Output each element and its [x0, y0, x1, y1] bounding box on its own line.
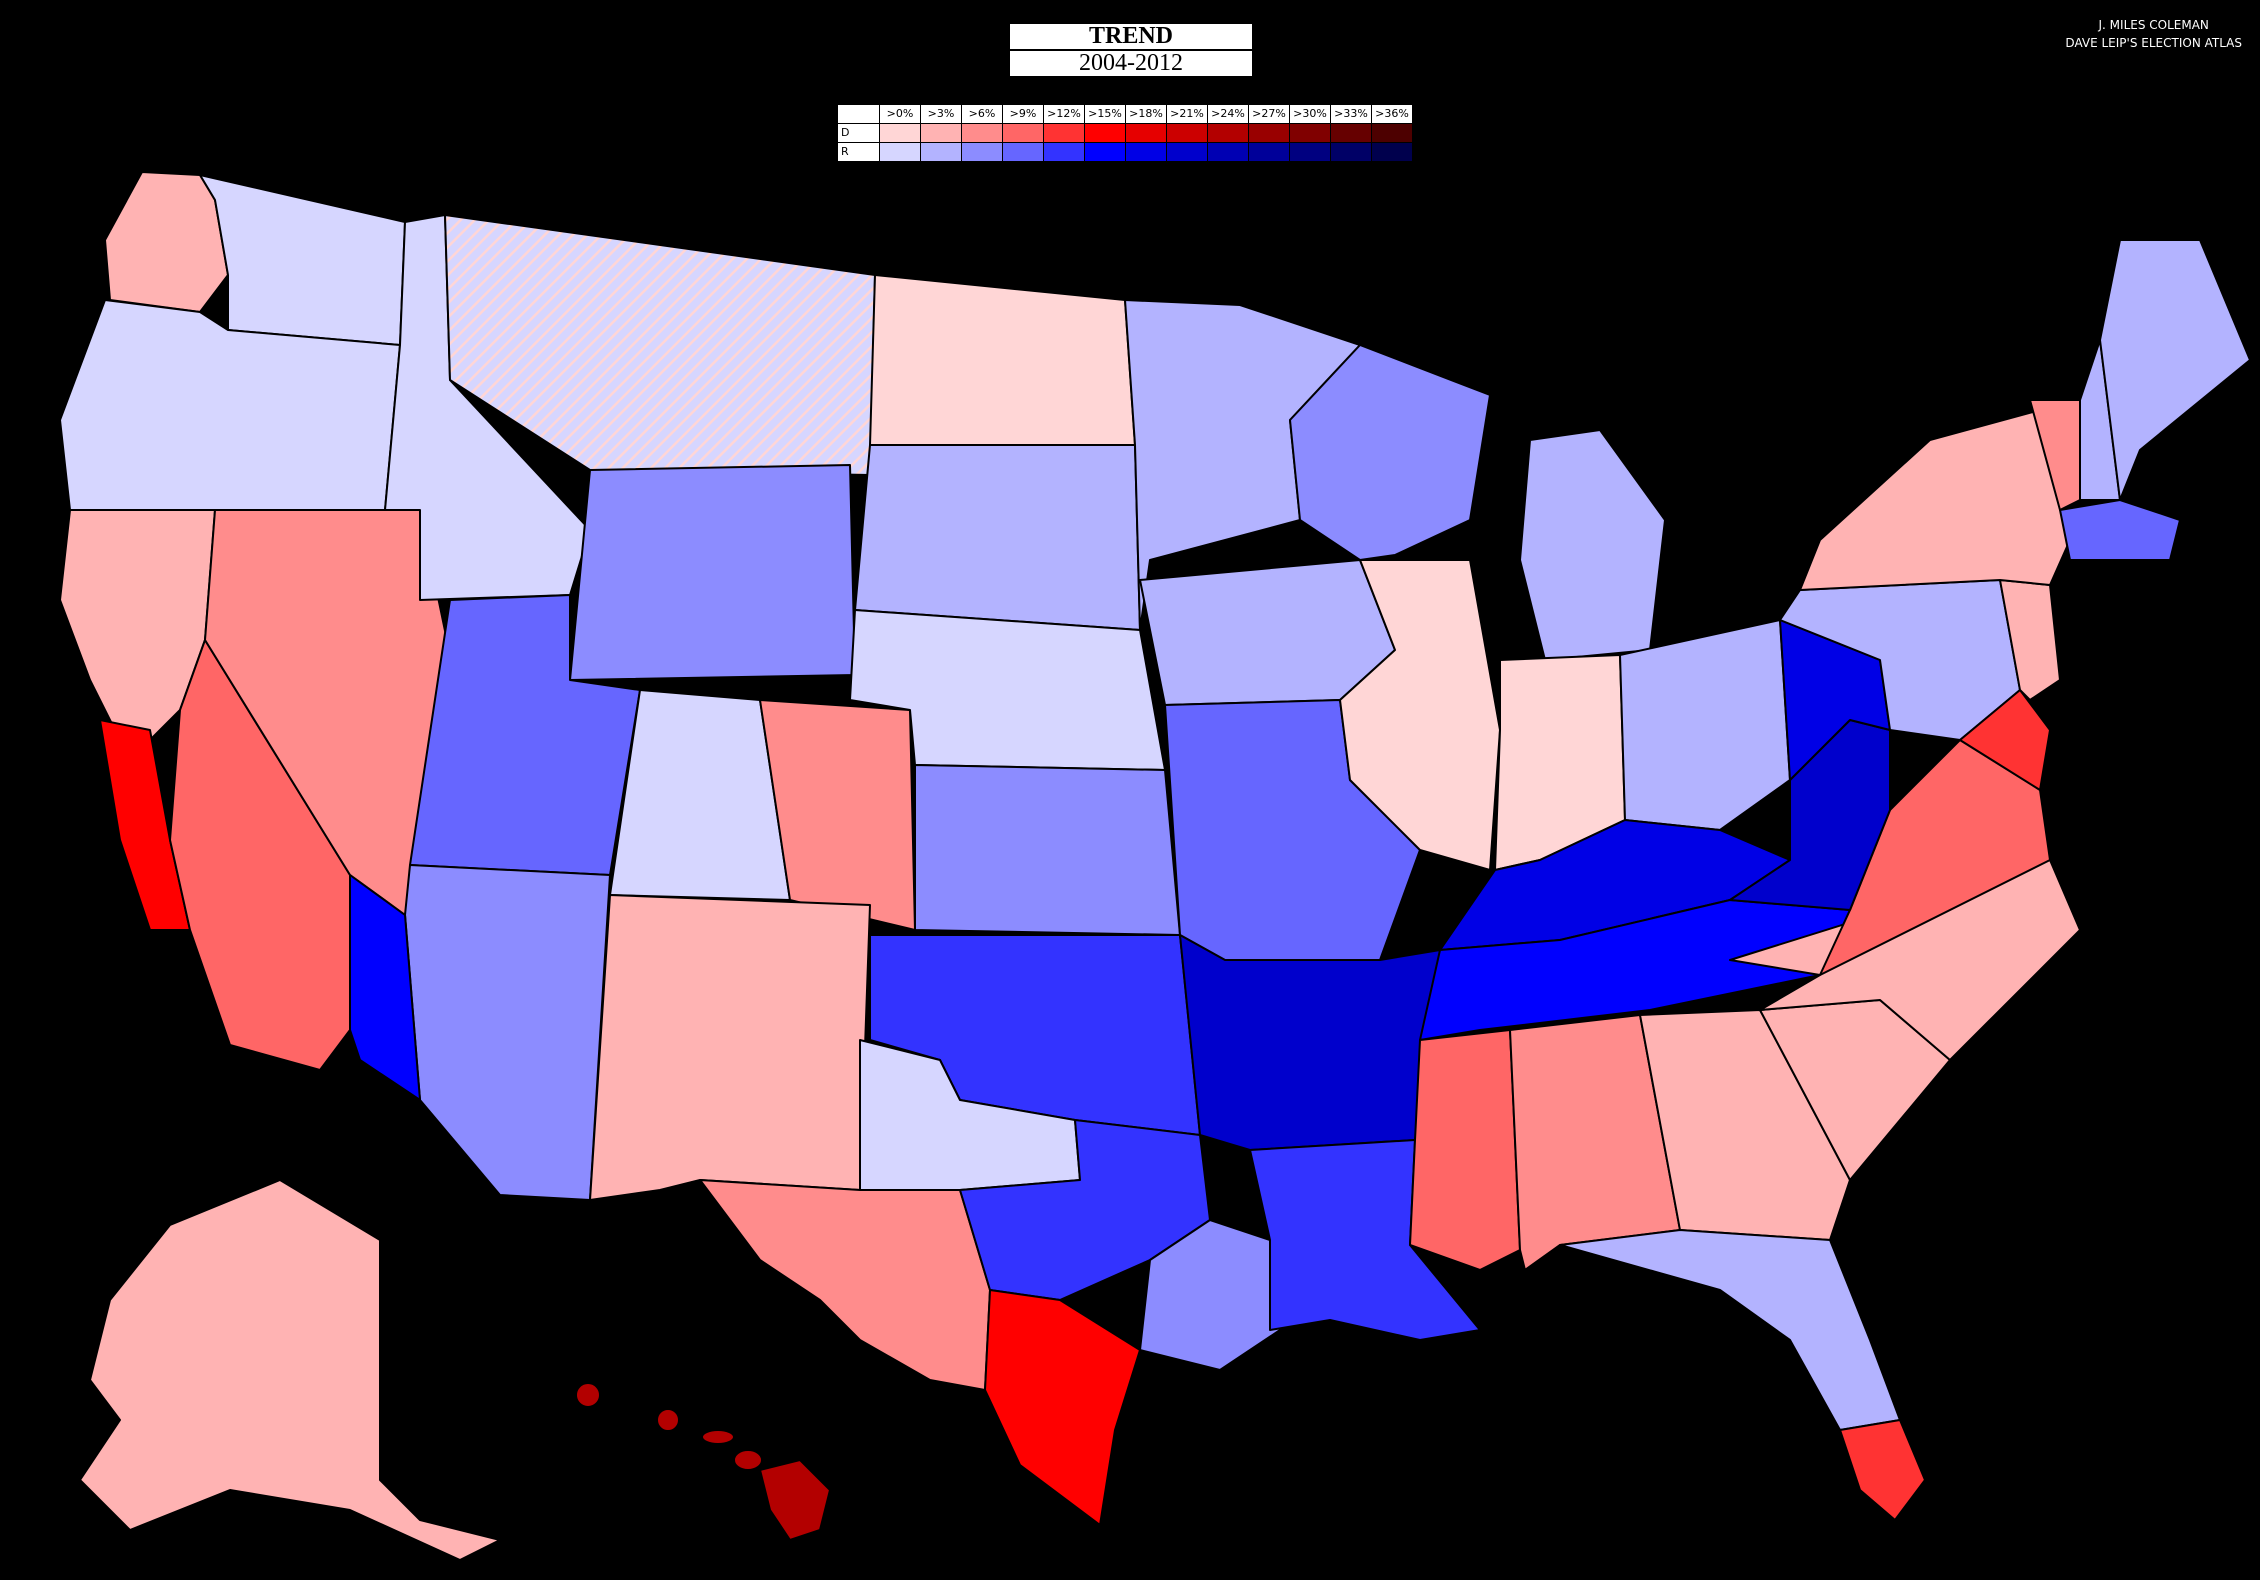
- legend-header: >9%: [1002, 104, 1044, 124]
- georgia: [1639, 1009, 1851, 1241]
- legend-corner: [837, 104, 880, 124]
- legend-swatch: [961, 123, 1003, 143]
- wyoming: [569, 464, 856, 681]
- maine: [2099, 239, 2251, 501]
- credit-source: DAVE LEIP'S ELECTION ATLAS: [2065, 36, 2242, 50]
- illinois: [1339, 559, 1501, 871]
- legend-swatch: [1330, 142, 1372, 162]
- legend-swatch: [1125, 123, 1167, 143]
- texas-south: [984, 1289, 1141, 1526]
- legend-swatch: [1084, 142, 1126, 162]
- florida: [1559, 1229, 1901, 1431]
- arkansas: [1179, 934, 1441, 1151]
- north-carolina: [1729, 859, 2081, 1061]
- legend-swatch: [920, 123, 962, 143]
- mississippi: [1409, 1029, 1521, 1271]
- map-title: TREND 2004-2012: [1008, 22, 1254, 78]
- legend-row-label: D: [837, 123, 880, 143]
- legend-header: >0%: [879, 104, 921, 124]
- legend-header: >15%: [1084, 104, 1126, 124]
- legend-row-r: R: [837, 142, 1413, 162]
- massachusetts: [2059, 499, 2181, 561]
- legend-header: >36%: [1371, 104, 1413, 124]
- legend-header: >6%: [961, 104, 1003, 124]
- legend-header: >21%: [1166, 104, 1208, 124]
- south-dakota: [854, 444, 1141, 631]
- wisconsin: [1289, 344, 1491, 561]
- legend-swatch: [1371, 123, 1413, 143]
- legend-swatch: [879, 123, 921, 143]
- legend-swatch: [1207, 142, 1249, 162]
- legend-header: >3%: [920, 104, 962, 124]
- new-york: [1799, 409, 2071, 591]
- legend-swatch: [961, 142, 1003, 162]
- title-line-2: 2004-2012: [1079, 50, 1183, 76]
- legend-header: >18%: [1125, 104, 1167, 124]
- ohio: [1619, 619, 1791, 831]
- florida-south: [1839, 1419, 1926, 1521]
- title-line-1: TREND: [1010, 24, 1252, 51]
- iowa: [1139, 559, 1396, 706]
- author-credit: J. MILES COLEMAN DAVE LEIP'S ELECTION AT…: [2065, 16, 2242, 52]
- legend-swatch: [1289, 142, 1331, 162]
- legend-swatch: [1125, 142, 1167, 162]
- legend-swatch: [1248, 123, 1290, 143]
- texas-west: [699, 1179, 991, 1391]
- hawaii: [759, 1459, 831, 1541]
- michigan: [1519, 429, 1666, 661]
- arizona-west: [349, 874, 421, 1101]
- legend-swatch: [1207, 123, 1249, 143]
- legend-header: >33%: [1330, 104, 1372, 124]
- hawaii-islet-maui: [733, 1449, 763, 1471]
- hawaii-islet-molokai: [701, 1429, 735, 1445]
- legend-header-row: >0% >3% >6% >9% >12% >15% >18% >21% >24%…: [837, 104, 1413, 124]
- legend-swatch: [879, 142, 921, 162]
- legend-swatch: [920, 142, 962, 162]
- legend-swatch: [1043, 142, 1085, 162]
- legend-header: >12%: [1043, 104, 1085, 124]
- washington-west: [104, 171, 229, 313]
- alaska: [79, 1179, 501, 1561]
- montana: [444, 214, 876, 476]
- legend-swatch: [1166, 123, 1208, 143]
- kansas: [914, 764, 1181, 936]
- legend-row-d: D: [837, 123, 1413, 143]
- legend-header: >30%: [1289, 104, 1331, 124]
- legend: >0% >3% >6% >9% >12% >15% >18% >21% >24%…: [837, 104, 1413, 162]
- legend-row-label: R: [837, 142, 880, 162]
- legend-header: >27%: [1248, 104, 1290, 124]
- legend-header: >24%: [1207, 104, 1249, 124]
- legend-swatch: [1002, 123, 1044, 143]
- legend-swatch: [1084, 123, 1126, 143]
- legend-swatch: [1330, 123, 1372, 143]
- washington-east: [199, 174, 406, 346]
- north-dakota: [869, 274, 1136, 446]
- arizona: [404, 864, 611, 1201]
- credit-author: J. MILES COLEMAN: [2098, 18, 2209, 32]
- new-mexico: [589, 894, 871, 1201]
- legend-swatch: [1043, 123, 1085, 143]
- legend-swatch: [1248, 142, 1290, 162]
- legend-swatch: [1002, 142, 1044, 162]
- maryland: [1959, 689, 2051, 791]
- legend-swatch: [1289, 123, 1331, 143]
- legend-swatch: [1371, 142, 1413, 162]
- hawaii-islet-oahu: [656, 1408, 680, 1432]
- legend-swatch: [1166, 142, 1208, 162]
- hawaii-islet-kauai: [575, 1382, 601, 1408]
